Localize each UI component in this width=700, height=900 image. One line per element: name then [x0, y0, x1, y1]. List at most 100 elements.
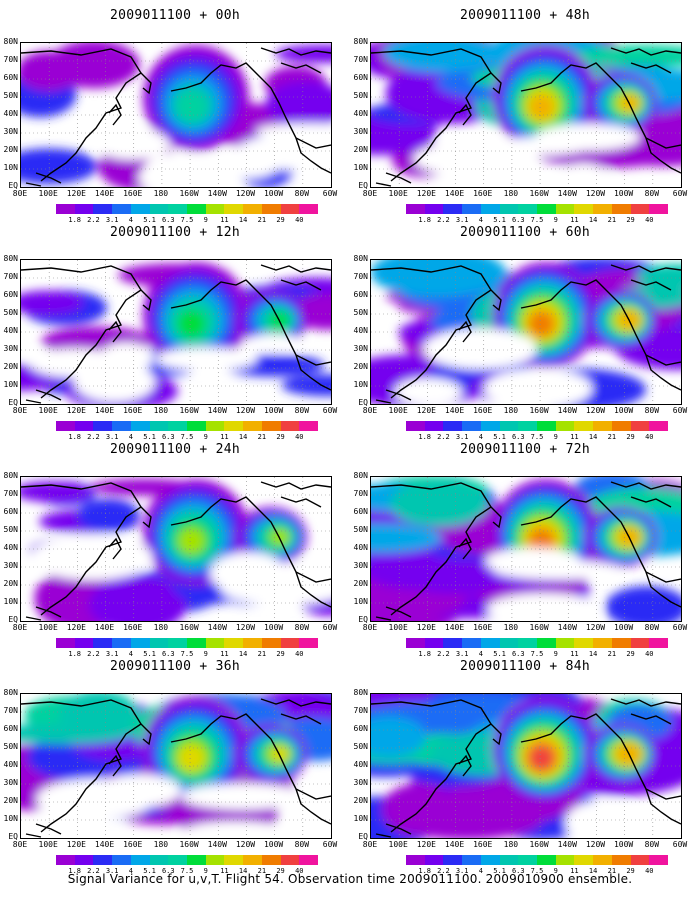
variance-blob: [605, 586, 681, 621]
colorbar-level-label: 21: [607, 867, 617, 875]
longitude-tick-label: 60W: [322, 623, 338, 632]
variance-blob: [179, 745, 204, 771]
longitude-tick-label: 80W: [294, 623, 310, 632]
longitude-tick-label: 80E: [362, 623, 378, 632]
longitude-tick-label: 100E: [38, 623, 58, 632]
panel-title: 2009011100 + 84h: [459, 659, 591, 674]
coastline: [458, 537, 472, 560]
longitude-tick-label: 120E: [66, 623, 86, 632]
colorbar-labels: 1.8 2.2 3.1 4 5.1 6.3 7.5 9 11 14 21 29 40: [56, 216, 318, 224]
colorbar-swatch: [480, 204, 500, 214]
colorbar-level-label: 4: [128, 216, 133, 224]
longitude-tick-label: 80E: [12, 840, 28, 849]
colorbar-swatch: [149, 204, 169, 214]
longitude-tick-label: 140W: [207, 189, 227, 198]
colorbar-swatch: [518, 204, 538, 214]
colorbar-level-label: 1.8: [68, 867, 82, 875]
colorbar-level-label: 40: [645, 650, 654, 658]
colorbar-level-label: 5.1: [143, 216, 156, 224]
longitude-tick-label: 160W: [179, 189, 199, 198]
coastline: [490, 506, 502, 529]
longitude-tick-label: 100E: [388, 189, 408, 198]
latitude-tick-label: 70N: [353, 272, 368, 281]
low-variance-region: [215, 148, 281, 179]
latitude-tick-label: EQ: [358, 181, 368, 190]
latitude-tick-label: 30N: [3, 561, 18, 570]
colorbar-labels: 1.8 2.2 3.1 4 5.1 6.3 7.5 9 11 14 21 29 40: [406, 216, 668, 224]
coastline: [295, 788, 331, 825]
colorbar-swatch: [593, 204, 612, 214]
coastline: [280, 62, 322, 74]
latitude-tick-label: 20N: [353, 579, 368, 588]
longitude-tick-label: 180: [503, 840, 519, 849]
longitude-tick-label: 140E: [444, 406, 465, 415]
longitude-tick-label: 80W: [644, 840, 660, 849]
longitude-tick-label: 100E: [38, 189, 58, 198]
coastline: [140, 723, 152, 746]
latitude-tick-label: EQ: [8, 832, 18, 841]
colorbar-swatch: [499, 855, 519, 865]
colorbar-level-label: 29: [276, 216, 285, 224]
colorbar-swatch: [518, 638, 538, 648]
colorbar-level-label: 7.5: [530, 433, 544, 441]
panel-title: 2009011100 + 72h: [459, 442, 591, 457]
colorbar-level-label: 4: [478, 867, 483, 875]
latitude-tick-label: EQ: [358, 615, 368, 624]
latitude-tick-label: 10N: [3, 163, 18, 172]
variance-blob: [178, 527, 205, 554]
latitude-tick-label: 60N: [3, 73, 18, 82]
colorbar-swatch: [443, 638, 463, 648]
longitude-tick-label: 140E: [444, 840, 465, 849]
longitude-tick-label: 120E: [416, 840, 436, 849]
latitude-tick-label: EQ: [8, 398, 18, 407]
colorbar-swatch: [112, 421, 131, 431]
longitude-tick-label: 140E: [444, 623, 465, 632]
latitude-tick-label: 70N: [3, 272, 18, 281]
colorbar-level-label: 29: [626, 650, 635, 658]
colorbar-level-label: 7.5: [180, 216, 194, 224]
longitude-tick-label: 120E: [416, 406, 436, 415]
colorbar-level-label: 14: [238, 216, 248, 224]
colorbar-level-label: 2.2: [437, 216, 450, 224]
colorbar-level-label: 40: [645, 867, 654, 875]
coastline: [108, 754, 122, 777]
variance-blob: [371, 260, 506, 297]
panel-title: 2009011100 + 48h: [459, 8, 591, 23]
colorbar-swatch: [555, 855, 575, 865]
longitude-tick-label: 120W: [585, 189, 606, 198]
colorbar-level-label: 5.1: [493, 433, 506, 441]
colorbar-swatch: [574, 855, 594, 865]
low-variance-region: [180, 783, 306, 810]
colorbar-level-label: 1.8: [418, 216, 432, 224]
colorbar-level-label: 29: [626, 433, 635, 441]
longitude-tick-label: 160W: [179, 623, 199, 632]
colorbar-level-label: 7.5: [180, 867, 194, 875]
longitude-tick-label: 120E: [416, 189, 436, 198]
latitude-tick-label: 40N: [353, 543, 368, 552]
longitude-tick-label: 100E: [388, 840, 408, 849]
longitude-tick-label: 160E: [123, 840, 143, 849]
colorbar-level-label: 9: [203, 650, 208, 658]
longitude-tick-label: 100E: [38, 406, 58, 415]
colorbar-swatch: [205, 421, 225, 431]
latitude-tick-label: 70N: [3, 55, 18, 64]
map-canvas: [21, 477, 331, 621]
longitude-tick-label: 120E: [66, 189, 86, 198]
variance-blob: [271, 746, 289, 762]
colorbar-swatch: [149, 421, 169, 431]
coastline: [295, 137, 331, 174]
colorbar-swatch: [56, 204, 75, 214]
colorbar-swatch: [480, 638, 500, 648]
latitude-tick-label: 50N: [3, 308, 18, 317]
colorbar-level-label: 29: [626, 216, 635, 224]
colorbar-level-label: 5.1: [493, 867, 506, 875]
longitude-tick-label: 120E: [66, 840, 86, 849]
latitude-tick-label: 30N: [3, 778, 18, 787]
colorbar-level-label: 4: [128, 650, 133, 658]
longitude-tick-label: 180: [153, 406, 169, 415]
colorbar-level-label: 29: [276, 650, 285, 658]
forecast-map-panel: [370, 42, 682, 188]
coastline: [375, 389, 412, 404]
latitude-tick-label: 60N: [353, 724, 368, 733]
colorbar-level-label: 21: [257, 867, 267, 875]
